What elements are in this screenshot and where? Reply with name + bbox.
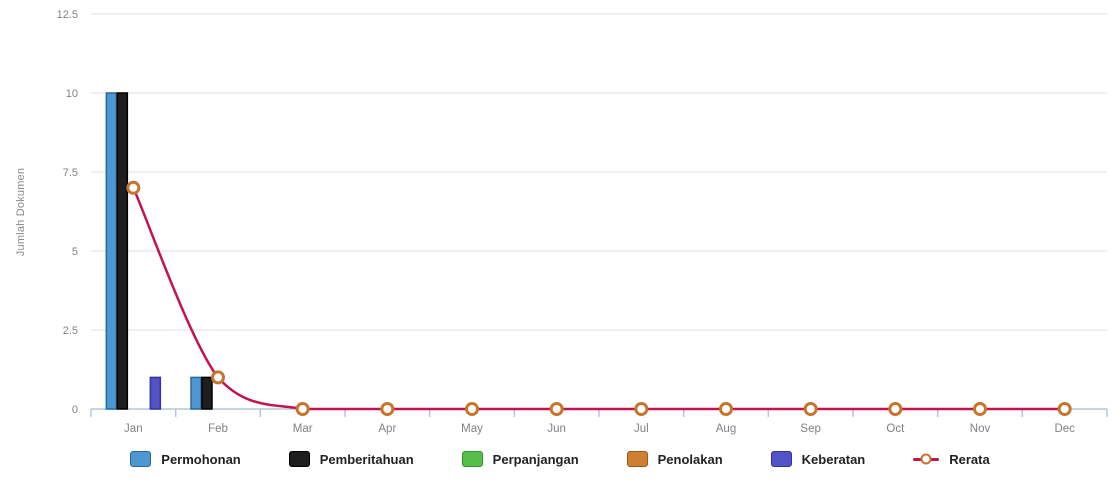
bar-permohonan[interactable] — [105, 92, 118, 410]
bar-permohonan[interactable] — [190, 376, 202, 410]
bar-pemberitahuan[interactable] — [116, 92, 129, 410]
legend-item-pemberitahuan[interactable]: Pemberitahuan — [288, 451, 414, 467]
bar-pemberitahuan[interactable] — [201, 376, 213, 410]
x-tick-label: Jan — [124, 423, 143, 435]
chart-legend: Permohonan Pemberitahuan Perpanjangan Penol… — [0, 451, 1120, 467]
legend-swatch-icon — [461, 451, 483, 467]
legend-item-permohonan[interactable]: Permohonan — [130, 451, 241, 467]
rerata-point[interactable] — [719, 402, 733, 416]
x-tick-label: Aug — [716, 423, 736, 435]
rerata-point[interactable] — [380, 402, 395, 416]
x-tick-label: Sep — [800, 423, 820, 435]
y-tick-label: 5 — [72, 246, 78, 258]
legend-item-rerata[interactable]: Rerata — [913, 451, 990, 467]
legend-label: Penolakan — [657, 451, 723, 467]
x-tick-label: May — [461, 423, 483, 435]
y-tick-label: 2.5 — [63, 325, 78, 337]
legend-label: Perpanjangan — [492, 451, 579, 467]
x-tick-label: Mar — [293, 423, 313, 435]
legend-swatch-icon — [130, 451, 152, 467]
chart-plot: 0 2.5 5 7.5 10 12.5 Jan Feb Mar Apr May Jun Jul Aug Se… — [57, 9, 1108, 435]
rerata-point[interactable] — [1057, 402, 1072, 416]
y-tick-label: 7.5 — [63, 167, 78, 179]
x-tick-label: Jul — [634, 423, 649, 435]
x-tick-label: Oct — [886, 423, 905, 435]
rerata-point[interactable] — [295, 402, 310, 416]
legend-line-marker-icon — [913, 453, 940, 466]
legend-swatch-icon — [288, 451, 310, 467]
rerata-point[interactable] — [888, 402, 903, 416]
legend-swatch-icon — [626, 451, 648, 467]
rerata-point[interactable] — [465, 402, 479, 416]
rerata-point[interactable] — [549, 402, 564, 416]
legend-label: Rerata — [949, 451, 990, 467]
x-tick-label: Apr — [378, 423, 396, 435]
rerata-point[interactable] — [803, 402, 818, 416]
x-tick-label: Jun — [547, 423, 566, 435]
rerata-point[interactable] — [211, 370, 225, 385]
x-tick-label: Feb — [208, 423, 228, 435]
y-tick-label: 12.5 — [57, 9, 78, 21]
rerata-line — [132, 187, 1065, 411]
bar-keberatan[interactable] — [149, 376, 162, 410]
rerata-point[interactable] — [973, 402, 987, 416]
legend-label: Pemberitahuan — [319, 451, 414, 467]
y-tick-label: 10 — [66, 88, 78, 100]
legend-item-keberatan[interactable]: Keberatan — [770, 451, 866, 467]
x-tick-label: Nov — [970, 423, 991, 435]
x-tick-label: Dec — [1054, 423, 1075, 435]
rerata-point[interactable] — [634, 402, 649, 416]
legend-item-perpanjangan[interactable]: Perpanjangan — [461, 451, 579, 467]
legend-label: Permohonan — [161, 451, 241, 467]
legend-swatch-icon — [770, 451, 792, 467]
y-tick-label: 0 — [72, 404, 78, 416]
legend-item-penolakan[interactable]: Penolakan — [626, 451, 723, 467]
rerata-point[interactable] — [126, 180, 141, 195]
legend-label: Keberatan — [801, 451, 866, 467]
y-axis-title: Jumlah Dokumen — [15, 167, 27, 257]
